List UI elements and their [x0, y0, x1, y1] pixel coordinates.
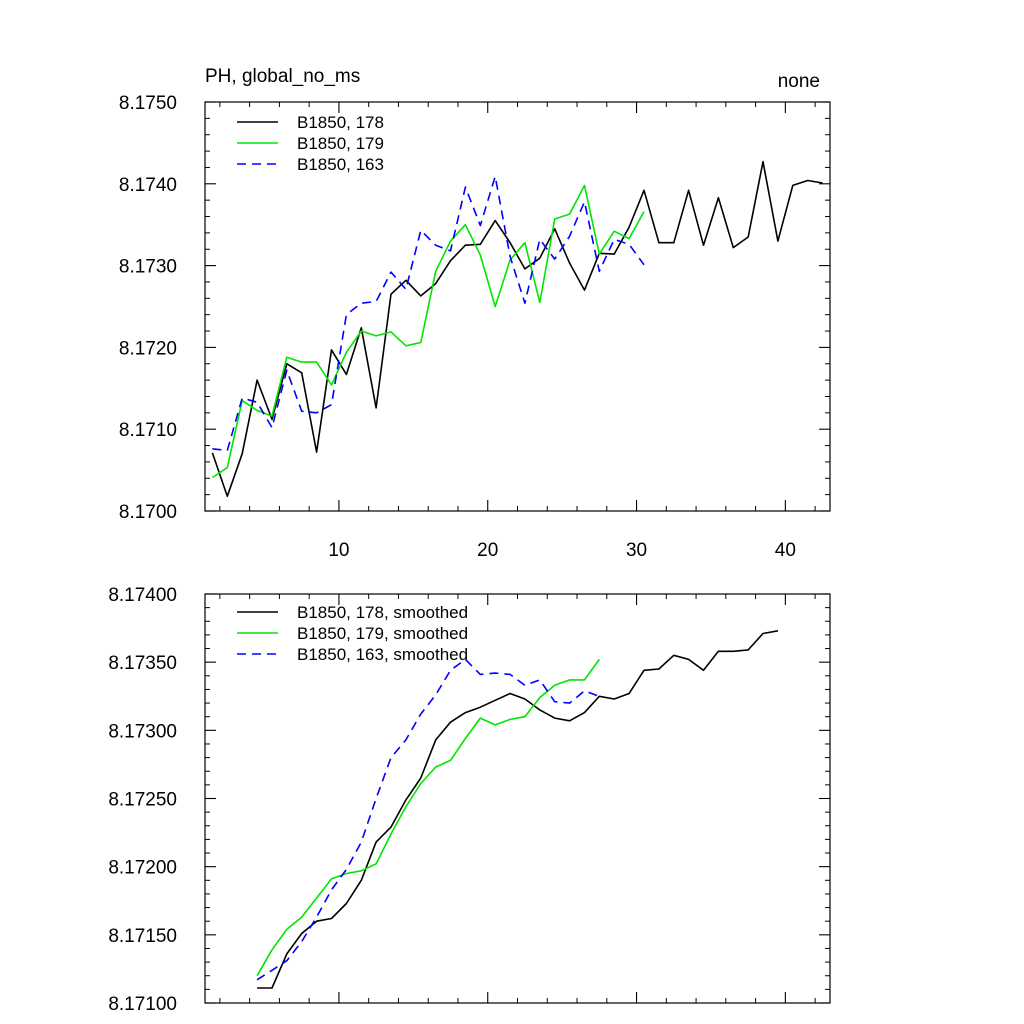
y-tick-label: 8.17400	[108, 585, 177, 606]
x-tick-label: 30	[626, 540, 647, 561]
legend-label-3: B1850, 163	[297, 155, 384, 174]
y-tick-label: 8.17200	[108, 858, 177, 879]
series-line-2	[211, 184, 645, 479]
y-tick-label: 8.17350	[108, 653, 177, 674]
series-line-3	[256, 658, 600, 981]
x-tick-label: 20	[477, 540, 498, 561]
chart-title-left: PH, global_no_ms	[205, 66, 360, 87]
series-line-1	[257, 630, 779, 989]
y-tick-label: 8.1720	[119, 338, 177, 359]
y-tick-label: 8.1740	[119, 175, 177, 196]
y-tick-label: 8.17250	[108, 790, 177, 811]
x-tick-label: 10	[328, 540, 349, 561]
series-line-1	[211, 160, 823, 498]
y-tick-label: 8.17150	[108, 926, 177, 947]
legend-label-3: B1850, 163, smoothed	[297, 645, 468, 664]
legend-label-2: B1850, 179, smoothed	[297, 624, 468, 643]
legend-label-1: B1850, 178, smoothed	[297, 603, 468, 622]
legend: B1850, 178 B1850, 179 B1850, 163	[237, 113, 384, 174]
legend: B1850, 178, smoothed B1850, 179, smoothed…	[237, 603, 468, 664]
series-line-2	[256, 658, 600, 977]
y-tick-label: 8.17300	[108, 721, 177, 742]
y-tick-label: 8.1750	[119, 93, 177, 114]
legend-label-2: B1850, 179	[297, 134, 384, 153]
top-panel-ph-raw: 10 20 30 40 8.1700 8.1710 8.1720 8.1730 8.1740 8.…	[119, 66, 831, 561]
y-tick-label: 8.1700	[119, 502, 177, 523]
x-tick-label: 40	[775, 540, 796, 561]
legend-label-1: B1850, 178	[297, 113, 384, 132]
bottom-panel-ph-smoothed: 8.17100 8.17150 8.17200 8.17250 8.17300 8.173…	[108, 585, 831, 1015]
series-line-3	[212, 175, 645, 452]
chart-title-right: none	[778, 71, 820, 92]
y-tick-label: 8.1710	[119, 420, 177, 441]
y-tick-label: 8.1730	[119, 257, 177, 278]
y-tick-label: 8.17100	[108, 994, 177, 1015]
